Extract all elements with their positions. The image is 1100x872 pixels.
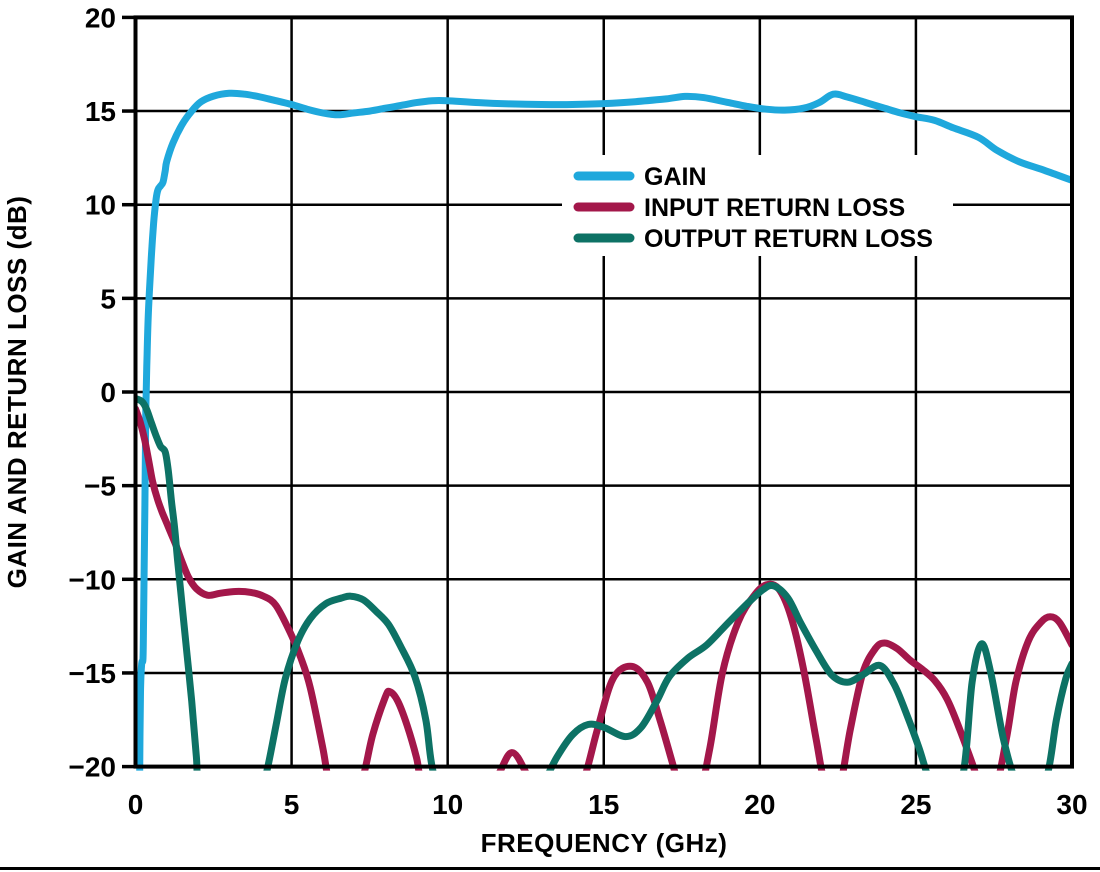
legend-label: OUTPUT RETURN LOSS [644, 225, 933, 253]
legend: GAIN INPUT RETURN LOSS OUTPUT RETURN LOSS [562, 155, 953, 256]
x-tick-label: 15 [588, 789, 619, 820]
grid-lines [134, 16, 1074, 768]
x-tick-label: 0 [128, 789, 144, 820]
legend-item-gain: GAIN [573, 163, 707, 191]
legend-item-output-return-loss: OUTPUT RETURN LOSS [573, 225, 933, 253]
output-return-loss-line [133, 395, 1074, 771]
legend-item-input-return-loss: INPUT RETURN LOSS [573, 194, 905, 222]
bottom-rule [0, 867, 1100, 870]
x-tick-labels: 0 5 10 15 20 25 30 [128, 789, 1088, 820]
legend-label: GAIN [644, 163, 707, 191]
y-tick-label: 15 [85, 96, 116, 127]
y-tick-label: 10 [85, 190, 116, 221]
y-tick-label: 0 [100, 377, 116, 408]
x-axis-title: FREQUENCY (GHz) [481, 828, 728, 858]
input-return-loss-line [133, 405, 1074, 771]
gain-line [136, 89, 1074, 771]
x-tick-label: 10 [432, 789, 463, 820]
y-tick-label: −15 [69, 658, 117, 689]
x-tick-label: 20 [744, 789, 775, 820]
y-axis-title: GAIN AND RETURN LOSS (dB) [2, 196, 32, 589]
x-tick-label: 30 [1056, 789, 1087, 820]
x-tick-label: 25 [900, 789, 931, 820]
y-tick-label: 5 [100, 283, 116, 314]
axis-ticks [122, 15, 136, 769]
y-tick-labels: 20 15 10 5 0 −5 −10 −15 −20 [69, 2, 117, 782]
legend-label: INPUT RETURN LOSS [644, 194, 905, 222]
y-tick-label: 20 [85, 2, 116, 33]
y-tick-label: −20 [69, 752, 117, 783]
x-tick-label: 5 [284, 789, 300, 820]
y-tick-label: −5 [84, 471, 116, 502]
y-tick-label: −10 [69, 564, 117, 595]
data-series [133, 89, 1074, 771]
